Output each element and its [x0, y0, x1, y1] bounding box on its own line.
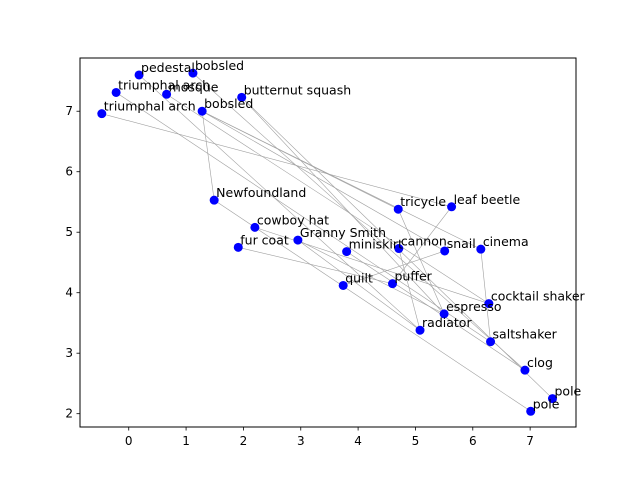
point-label: bobsled [204, 96, 253, 111]
point-label: triumphal arch [118, 77, 210, 92]
edge-line [392, 206, 452, 284]
data-point [439, 309, 449, 319]
point-label: pedestal [141, 60, 195, 75]
x-axis: 0 1 2 3 4 5 6 7 [125, 427, 534, 448]
point-label: Newfoundland [216, 185, 306, 200]
point-label: radiator [422, 315, 472, 330]
point-label: pole [533, 396, 560, 411]
data-point [440, 246, 450, 256]
data-point [394, 244, 404, 254]
edge-line [297, 239, 421, 331]
data-point [547, 394, 557, 404]
edge-line [201, 110, 445, 252]
edge-line [201, 111, 215, 201]
edge-line [138, 74, 421, 331]
y-tick-label: 7 [65, 104, 73, 118]
x-tick-label: 1 [182, 434, 190, 448]
point-label: Granny Smith [300, 225, 386, 240]
data-point [188, 68, 198, 78]
data-point [342, 247, 352, 257]
point-label: leaf beetle [454, 192, 521, 207]
data-point [338, 280, 348, 290]
data-point [97, 109, 107, 119]
x-tick-label: 7 [526, 434, 534, 448]
edge-line [343, 250, 445, 286]
point-label: miniskirt [349, 237, 403, 252]
edge-line [480, 249, 491, 342]
edge-line [214, 199, 531, 412]
y-tick-label: 4 [65, 286, 73, 300]
point-label: tricycle [400, 194, 446, 209]
point-label: bobsled [195, 58, 244, 73]
edge-line [101, 113, 452, 208]
data-point [250, 222, 260, 232]
x-tick-label: 0 [125, 434, 133, 448]
data-point [134, 70, 144, 80]
point-label: pole [554, 384, 581, 399]
y-tick-label: 6 [65, 165, 73, 179]
data-point [486, 337, 496, 347]
point-label: mosque [169, 79, 219, 94]
data-point [233, 242, 243, 252]
edge-line [115, 92, 491, 342]
data-point [237, 92, 247, 102]
points-layer [97, 68, 557, 416]
data-point [393, 204, 403, 214]
data-point [197, 106, 207, 116]
data-point [388, 279, 398, 289]
point-label: cowboy hat [257, 212, 329, 227]
point-label: espresso [446, 299, 501, 314]
point-label: puffer [395, 269, 433, 284]
edge-line [166, 94, 490, 304]
y-tick-label: 3 [65, 346, 73, 360]
y-axis: 2 3 4 5 6 7 [65, 104, 80, 421]
data-point [209, 195, 219, 205]
data-point [447, 202, 457, 212]
point-label: fur coat [240, 232, 289, 247]
x-tick-label: 2 [240, 434, 248, 448]
point-label: cinema [483, 234, 529, 249]
point-label: cannon [401, 234, 447, 249]
x-tick-label: 3 [297, 434, 305, 448]
edge-line [346, 251, 526, 371]
data-point [476, 244, 486, 254]
x-tick-label: 4 [354, 434, 362, 448]
edge-line [297, 239, 445, 315]
point-label: saltshaker [493, 327, 558, 342]
plot-area-frame [79, 57, 577, 428]
point-label: clog [527, 355, 553, 370]
point-label: snail [447, 236, 476, 251]
data-point [520, 365, 530, 375]
point-label: triumphal arch [104, 99, 196, 114]
y-tick-label: 5 [65, 225, 73, 239]
x-tick-label: 6 [469, 434, 477, 448]
data-point [484, 299, 494, 309]
data-point [162, 89, 172, 99]
x-tick-label: 5 [412, 434, 420, 448]
data-point [293, 235, 303, 245]
data-point [526, 406, 536, 416]
point-label: cocktail shaker [491, 289, 586, 304]
data-point [415, 325, 425, 335]
point-label: quilt [345, 270, 373, 285]
edge-line [192, 72, 526, 371]
edge-line [397, 209, 445, 315]
point-label: butternut squash [244, 82, 351, 97]
data-point [111, 87, 121, 97]
edge-line [398, 248, 421, 331]
y-tick-label: 2 [65, 407, 73, 421]
